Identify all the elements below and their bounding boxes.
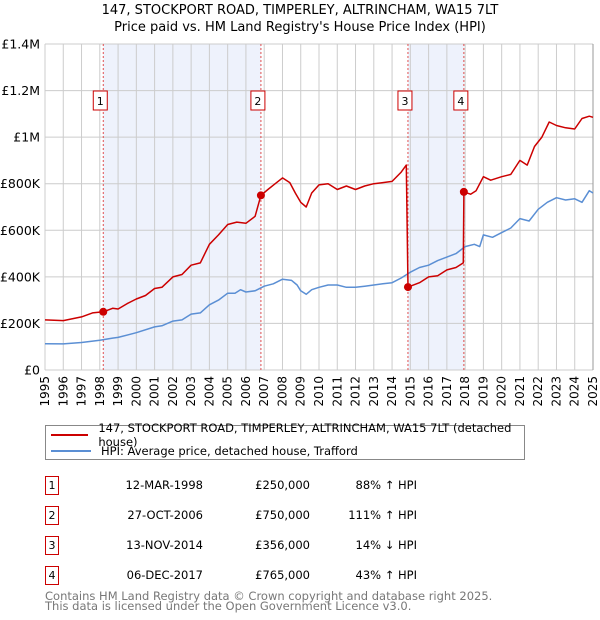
x-tick-label: 2000 [129, 376, 143, 407]
transaction-price: £750,000 [255, 508, 310, 522]
sale-label: 3 [401, 95, 408, 108]
x-tick-label: 2021 [513, 376, 527, 407]
x-tick-label: 2006 [239, 376, 253, 407]
sale-label: 2 [254, 95, 261, 108]
property-price-line [44, 115, 594, 322]
legend: 147, STOCKPORT ROAD, TIMPERLEY, ALTRINCH… [45, 421, 525, 460]
legend-item-hpi: HPI: Average price, detached house, Traf… [51, 443, 358, 459]
sale-label: 1 [97, 95, 104, 108]
x-tick-label: 2024 [568, 376, 582, 407]
x-tick-label: 2023 [549, 376, 563, 407]
transaction-price: £765,000 [255, 568, 310, 582]
transaction-price: £250,000 [255, 478, 310, 492]
x-tick-label: 2007 [257, 376, 271, 407]
x-tick-label: 2025 [586, 376, 600, 407]
price-chart: 1995 1996 1997 1998 1999 2000 2001 2002 2003 2004… [0, 37, 600, 407]
x-tick-label: 2008 [275, 376, 289, 407]
footer-licence: This data is licensed under the Open Gov… [45, 599, 412, 613]
sale-label-box [397, 90, 413, 111]
legend-label-property: 147, STOCKPORT ROAD, TIMPERLEY, ALTRINCH… [98, 421, 512, 449]
sale-label: 4 [457, 95, 464, 108]
transaction-date: 12-MAR-1998 [125, 478, 203, 492]
transaction-hpi: 14% ↓ HPI [355, 538, 417, 552]
transaction-number: 1 [45, 476, 59, 495]
x-tick-label: 2001 [148, 376, 162, 407]
footer-copyright: Contains HM Land Registry data © Crown c… [45, 589, 493, 603]
legend-swatch-hpi [51, 450, 91, 452]
transaction-date: 27-OCT-2006 [127, 508, 203, 522]
x-tick-label: 2009 [294, 376, 308, 407]
chart-subtitle: Price paid vs. HM Land Registry's House … [114, 20, 486, 35]
legend-item-property: 147, STOCKPORT ROAD, TIMPERLEY, ALTRINCH… [51, 421, 524, 449]
y-tick-label: £800K [0, 176, 41, 191]
chart-title: 147, STOCKPORT ROAD, TIMPERLEY, ALTRINCH… [101, 3, 499, 18]
transaction-price: £356,000 [255, 538, 310, 552]
sale-label-box [453, 90, 469, 111]
transaction-hpi: 43% ↑ HPI [355, 568, 417, 582]
x-tick-label: 2015 [403, 376, 417, 407]
x-tick-label: 2003 [184, 376, 198, 407]
sale-point [459, 187, 468, 196]
x-tick-label: 2010 [312, 376, 326, 407]
x-tick-label: 1999 [111, 376, 125, 407]
y-tick-label: £0 [24, 363, 40, 378]
y-tick-label: £1.2M [1, 83, 40, 98]
x-tick-label: 2002 [166, 376, 180, 407]
transaction-number: 2 [45, 506, 59, 525]
x-tick-label: 2018 [458, 376, 472, 407]
transaction-hpi: 88% ↑ HPI [355, 478, 417, 492]
transaction-hpi: 111% ↑ HPI [348, 508, 417, 522]
sale-label-box [250, 90, 266, 111]
shaded-range [103, 44, 261, 370]
x-tick-label: 2004 [202, 376, 216, 407]
legend-swatch-property [51, 434, 89, 436]
legend-label-hpi: HPI: Average price, detached house, Traf… [101, 444, 358, 458]
x-tick-label: 1995 [38, 376, 52, 407]
sale-point [99, 307, 108, 316]
sale-label-box [92, 90, 108, 111]
x-tick-label: 2014 [385, 376, 399, 407]
transaction-date: 06-DEC-2017 [126, 568, 203, 582]
x-tick-label: 1998 [93, 376, 107, 407]
x-tick-label: 2011 [330, 376, 344, 407]
x-tick-label: 2012 [349, 376, 363, 407]
y-tick-label: £600K [0, 223, 41, 238]
sale-point [403, 283, 412, 292]
transaction-date: 13-NOV-2014 [126, 538, 203, 552]
x-tick-label: 2017 [440, 376, 454, 407]
y-tick-label: £400K [0, 269, 41, 284]
x-tick-label: 2013 [367, 376, 381, 407]
x-tick-label: 2005 [221, 376, 235, 407]
x-tick-label: 1996 [56, 376, 70, 407]
x-tick-label: 2022 [531, 376, 545, 407]
transaction-number: 4 [45, 566, 59, 585]
x-tick-label: 2016 [422, 376, 436, 407]
x-tick-label: 2019 [476, 376, 490, 407]
y-tick-label: £1.4M [1, 37, 40, 52]
y-tick-label: £200K [0, 316, 41, 331]
transaction-number: 3 [45, 536, 59, 555]
sale-point [256, 191, 265, 200]
y-tick-label: £1M [13, 130, 40, 145]
x-tick-label: 2020 [495, 376, 509, 407]
x-tick-label: 1997 [75, 376, 89, 407]
hpi-line [44, 189, 594, 345]
